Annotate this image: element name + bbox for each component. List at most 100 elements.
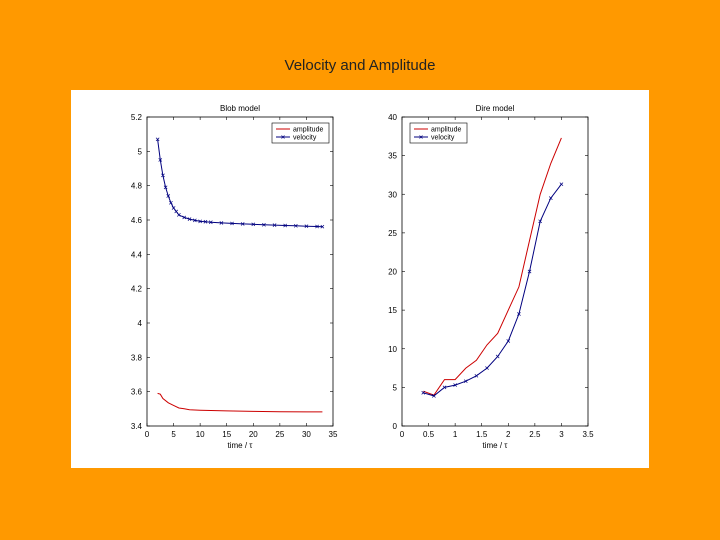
- data-point-velocity: [169, 200, 173, 205]
- data-point-velocity: [304, 224, 309, 229]
- x-axis-label: time / τ: [228, 441, 254, 450]
- series-line-amplitude: [157, 392, 323, 413]
- chart-title: Dire model: [476, 104, 515, 113]
- series-line-velocity: [157, 139, 323, 228]
- data-point-velocity: [463, 379, 468, 384]
- data-point-velocity: [203, 219, 208, 224]
- data-point-velocity: [230, 221, 234, 226]
- chart-title: Blob model: [220, 104, 260, 113]
- x-tick-label: 10: [196, 430, 205, 439]
- data-point-velocity: [421, 390, 426, 395]
- data-point-velocity: [272, 223, 277, 227]
- y-tick-label: 4.2: [131, 285, 143, 294]
- data-point-velocity: [158, 158, 163, 162]
- x-tick-label: 25: [275, 430, 284, 439]
- legend-marker-velocity: [419, 135, 423, 139]
- data-point-velocity: [161, 173, 165, 178]
- data-point-velocity: [453, 383, 457, 387]
- legend-marker-velocity: [281, 135, 285, 139]
- data-point-velocity: [506, 339, 511, 343]
- data-point-velocity: [262, 222, 266, 227]
- data-point-velocity: [182, 215, 187, 220]
- y-tick-label: 4.8: [131, 182, 143, 191]
- x-tick-label: 15: [222, 430, 231, 439]
- y-tick-label: 30: [388, 190, 397, 199]
- y-tick-label: 40: [388, 113, 397, 122]
- chart-2: Dire model 0 0.5 1 1.5 2 2.5 3 3.5 0 5 10 15 20 25 30 35…: [388, 104, 594, 450]
- figure-panel: Blob model 0 5 10 15 20 25 30 35 3.4 3.6 3.8 4 4.2 4.4…: [71, 90, 649, 468]
- data-point-velocity: [187, 217, 192, 221]
- data-point-velocity: [293, 223, 298, 228]
- data-point-velocity: [548, 196, 553, 200]
- x-tick-label: 3.5: [582, 430, 594, 439]
- data-point-velocity: [320, 224, 325, 229]
- data-point-velocity: [174, 209, 179, 214]
- data-point-velocity: [171, 206, 176, 210]
- x-tick-label: 2.5: [529, 430, 541, 439]
- y-tick-label: 5: [138, 147, 143, 156]
- legend-label-velocity: velocity: [293, 135, 317, 142]
- y-tick-label: 5: [393, 383, 398, 392]
- x-tick-label: 3: [559, 430, 564, 439]
- x-tick-label: 20: [249, 430, 258, 439]
- legend-label-amplitude: amplitude: [431, 127, 461, 134]
- legend-box: [409, 122, 468, 144]
- data-point-velocity: [198, 219, 202, 224]
- x-tick-label: 1: [453, 430, 458, 439]
- data-point-velocity: [251, 222, 256, 227]
- data-point-velocity: [192, 218, 197, 223]
- data-point-velocity: [517, 312, 521, 316]
- y-tick-label: 4.4: [131, 250, 143, 259]
- data-point-velocity: [155, 137, 160, 142]
- y-tick-label: 20: [388, 268, 397, 277]
- legend-box: [271, 122, 330, 144]
- data-point-velocity: [166, 194, 171, 198]
- chart-1: Blob model 0 5 10 15 20 25 30 35 3.4 3.6 3.8 4 4.2 4.4…: [131, 104, 338, 450]
- x-tick-label: 5: [171, 430, 176, 439]
- data-point-velocity: [219, 221, 224, 225]
- data-point-velocity: [495, 354, 500, 359]
- data-point-velocity: [163, 185, 168, 190]
- y-tick-label: 4.6: [131, 216, 143, 225]
- data-point-velocity: [208, 220, 213, 225]
- x-tick-label: 1.5: [476, 430, 488, 439]
- x-tick-label: 0.5: [423, 430, 435, 439]
- y-tick-label: 15: [388, 306, 397, 315]
- y-tick-label: 5.2: [131, 113, 143, 122]
- data-point-velocity: [559, 182, 564, 187]
- y-tick-label: 0: [393, 422, 398, 431]
- plot-frame: [401, 116, 589, 427]
- series-line-amplitude: [423, 137, 562, 396]
- y-tick-label: 3.6: [131, 388, 143, 397]
- x-tick-label: 2: [506, 430, 511, 439]
- data-point-velocity: [527, 269, 532, 274]
- legend-label-amplitude: amplitude: [293, 127, 323, 134]
- y-tick-label: 3.8: [131, 353, 143, 362]
- y-tick-label: 35: [388, 152, 397, 161]
- data-point-velocity: [283, 223, 288, 228]
- slide-title: Velocity and Amplitude: [284, 57, 436, 74]
- y-tick-label: 4: [138, 319, 143, 328]
- data-point-velocity: [315, 224, 319, 229]
- legend-label-velocity: velocity: [431, 135, 455, 142]
- plot-frame: [146, 116, 334, 427]
- data-point-velocity: [485, 366, 489, 370]
- data-point-velocity: [177, 213, 181, 217]
- data-point-velocity: [442, 385, 447, 390]
- y-tick-label: 10: [388, 345, 397, 354]
- data-point-velocity: [538, 219, 543, 224]
- x-tick-label: 35: [329, 430, 338, 439]
- data-point-velocity: [432, 394, 436, 398]
- data-point-velocity: [474, 373, 479, 378]
- x-axis-label: time / τ: [483, 441, 509, 450]
- y-tick-label: 25: [388, 229, 397, 238]
- x-tick-label: 30: [302, 430, 311, 439]
- x-tick-label: 0: [400, 430, 405, 439]
- series-line-velocity: [423, 183, 562, 397]
- x-tick-label: 0: [145, 430, 150, 439]
- y-tick-label: 3.4: [131, 422, 143, 431]
- data-point-velocity: [240, 222, 245, 226]
